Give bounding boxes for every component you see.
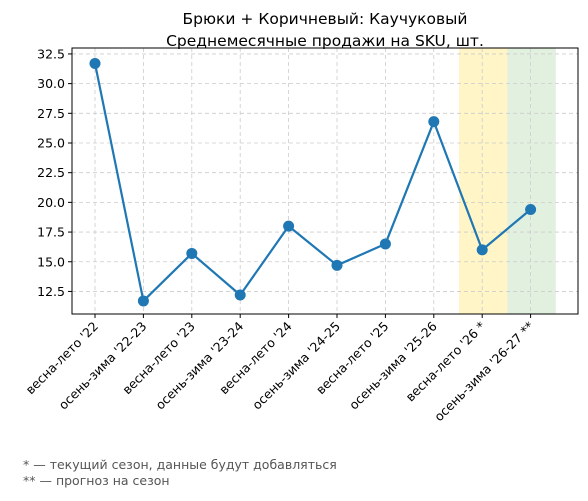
x-tick-label: осень-зима '26-27 **	[431, 319, 537, 425]
season-band-1	[459, 48, 508, 314]
x-tick-label: осень-зима '25-26	[346, 318, 440, 412]
chart-title: Брюки + Коричневый: Каучуковый	[183, 10, 468, 28]
x-tick-label: осень-зима '24-25	[249, 319, 343, 413]
x-tick-label: осень-зима '22-23	[56, 319, 150, 413]
data-point	[234, 289, 246, 301]
season-band-2	[507, 48, 556, 314]
footnote-current-season: * — текущий сезон, данные будут добавлят…	[23, 457, 337, 472]
y-tick-label: 12.5	[37, 284, 65, 299]
y-axis: 12.5 15.0 17.5 20.0 22.5 25.0 27.5 30.0 32.5	[37, 46, 72, 299]
data-point	[137, 295, 149, 307]
data-point	[379, 238, 391, 250]
data-point	[89, 57, 101, 69]
x-tick-label: осень-зима '23-24	[152, 318, 246, 412]
data-point	[186, 247, 198, 259]
plot-frame	[71, 47, 579, 315]
data-point	[476, 244, 488, 256]
y-tick-label: 32.5	[37, 46, 65, 61]
y-tick-label: 20.0	[37, 195, 65, 210]
series-group	[89, 57, 537, 307]
y-tick-label: 22.5	[37, 165, 65, 180]
grid-lines	[72, 48, 578, 314]
data-point	[331, 259, 343, 271]
chart-subtitle: Среднемесячные продажи на SKU, шт.	[166, 32, 484, 50]
y-tick-label: 17.5	[37, 225, 65, 240]
y-tick-label: 25.0	[37, 136, 65, 151]
data-point	[428, 116, 440, 128]
y-tick-label: 27.5	[37, 106, 65, 121]
series-line	[93, 63, 532, 303]
y-tick-label: 15.0	[37, 254, 65, 269]
footnote-forecast: ** — прогноз на сезон	[23, 473, 170, 488]
data-point	[525, 204, 537, 215]
data-point	[283, 220, 295, 232]
season-highlight-bands	[459, 48, 556, 314]
y-tick-label: 30.0	[37, 76, 65, 91]
